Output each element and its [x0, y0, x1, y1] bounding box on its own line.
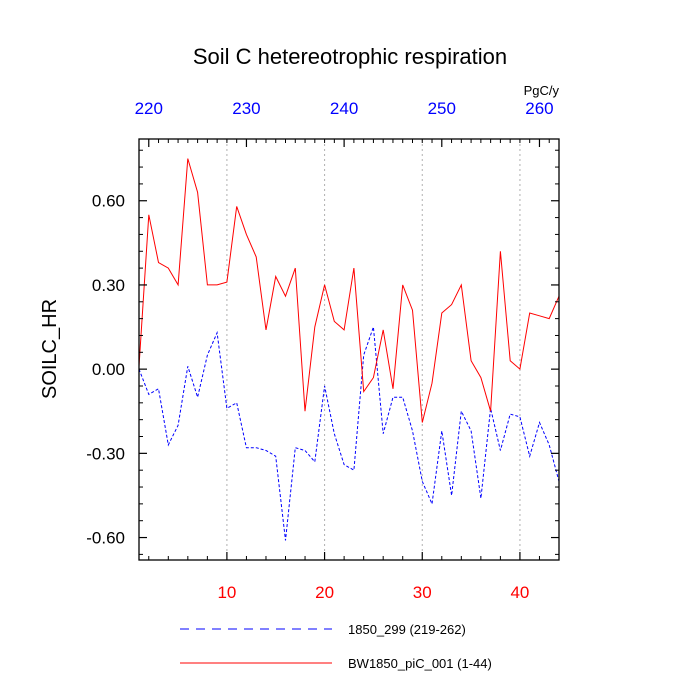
axes-layer: -0.60 -0.30 0.00 0.30 0.60 10 20 30 40 220 230 240 2…	[86, 99, 560, 602]
chart-title: Soil C hetereotrophic respiration	[193, 44, 507, 69]
x-bottom-tick-label: 30	[413, 583, 432, 602]
x-top-tick-label: 230	[232, 99, 260, 118]
x-top-tick-label: 250	[428, 99, 456, 118]
y-tick-label: 0.00	[92, 360, 125, 379]
y-tick-label: 0.60	[92, 192, 125, 211]
y-tick-label: -0.30	[86, 444, 125, 463]
x-top-tick-label: 220	[135, 99, 163, 118]
legend-label-series-2: BW1850_piC_001 (1-44)	[348, 656, 492, 671]
units-label: PgC/y	[524, 83, 560, 98]
x-top-tick-label: 240	[330, 99, 358, 118]
x-bottom-tick-label: 20	[315, 583, 334, 602]
y-tick-label: 0.30	[92, 276, 125, 295]
plot-frame	[138, 138, 560, 561]
series-line-1	[138, 326, 560, 541]
y-axis-label: SOILC_HR	[39, 299, 61, 399]
x-top-tick-label: 260	[525, 99, 553, 118]
legend: 1850_299 (219-262) BW1850_piC_001 (1-44)	[180, 622, 492, 671]
x-bottom-tick-label: 40	[510, 583, 529, 602]
y-tick-label: -0.60	[86, 529, 125, 548]
series-line-2	[138, 158, 560, 423]
x-bottom-tick-label: 10	[217, 583, 236, 602]
grid-layer	[226, 139, 521, 560]
series-layer	[138, 158, 560, 541]
legend-label-series-1: 1850_299 (219-262)	[348, 622, 466, 637]
